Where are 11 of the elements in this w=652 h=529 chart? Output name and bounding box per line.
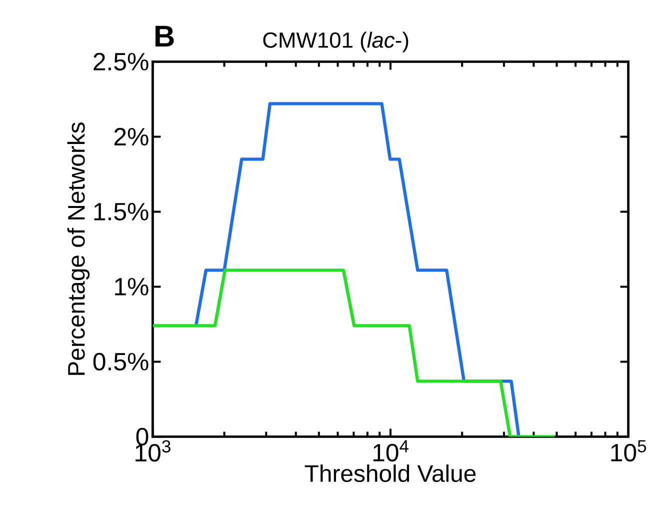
y-tick-label: 0.5% bbox=[93, 352, 148, 371]
x-axis-title: Threshold Value bbox=[304, 464, 476, 482]
y-tick-label: 2% bbox=[114, 128, 148, 146]
text: B bbox=[156, 26, 174, 46]
y-tick-label: 1% bbox=[115, 278, 148, 296]
x-tick-label: 10$^{5}$ bbox=[611, 440, 646, 462]
y-tick-label: 1.5% bbox=[94, 202, 148, 220]
y-tick-label: 2.5% bbox=[94, 52, 148, 71]
x-tick-label: 10$^{4}$ bbox=[373, 440, 408, 462]
y-axis-title: Percentage of Networks bbox=[67, 122, 90, 375]
chart-title: CMW101 (lac-) bbox=[263, 32, 408, 52]
